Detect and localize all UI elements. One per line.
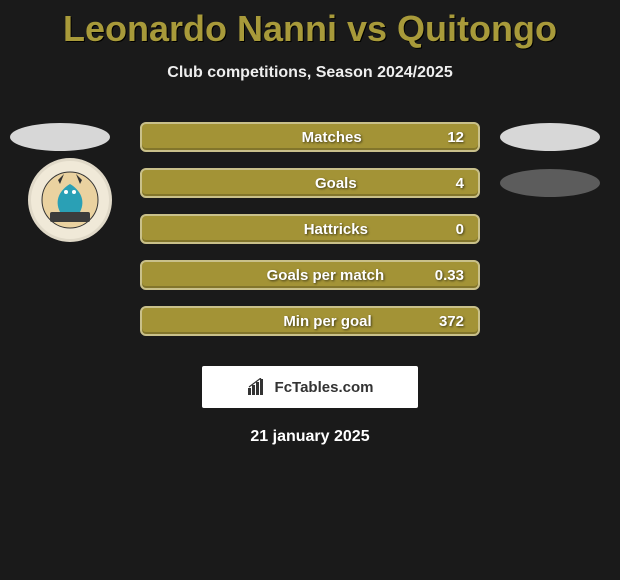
player-right-placeholder: [500, 169, 600, 197]
stat-label: Goals per match: [267, 267, 385, 284]
stat-label: Matches: [302, 129, 362, 146]
fctables-logo[interactable]: FcTables.com: [202, 366, 418, 408]
bar-chart-icon: [247, 378, 269, 396]
page-title: Leonardo Nanni vs Quitongo: [0, 0, 620, 50]
stat-row: Goals per match 0.33: [0, 252, 620, 298]
stat-label: Goals: [315, 175, 357, 192]
stat-row: Hattricks 0: [0, 206, 620, 252]
stat-value: 0.33: [435, 267, 464, 284]
stat-value: 0: [456, 221, 464, 238]
stat-row: Matches 12: [0, 114, 620, 160]
stat-label: Hattricks: [304, 221, 368, 238]
stat-value: 12: [447, 129, 464, 146]
player-right-placeholder: [500, 123, 600, 151]
stat-bar-min-per-goal: Min per goal 372: [140, 306, 480, 336]
stat-row: Goals 4: [0, 160, 620, 206]
logo-text: FcTables.com: [275, 379, 374, 396]
stat-value: 4: [456, 175, 464, 192]
stat-bar-matches: Matches 12: [140, 122, 480, 152]
stat-bar-hattricks: Hattricks 0: [140, 214, 480, 244]
stat-bar-goals: Goals 4: [140, 168, 480, 198]
date-label: 21 january 2025: [0, 428, 620, 446]
stat-label: Min per goal: [283, 313, 371, 330]
stat-bar-goals-per-match: Goals per match 0.33: [140, 260, 480, 290]
player-left-placeholder: [10, 123, 110, 151]
stat-value: 372: [439, 313, 464, 330]
stats-container: Matches 12 Goals 4 Hattricks 0: [0, 114, 620, 344]
stat-row: Min per goal 372: [0, 298, 620, 344]
subtitle: Club competitions, Season 2024/2025: [0, 64, 620, 82]
